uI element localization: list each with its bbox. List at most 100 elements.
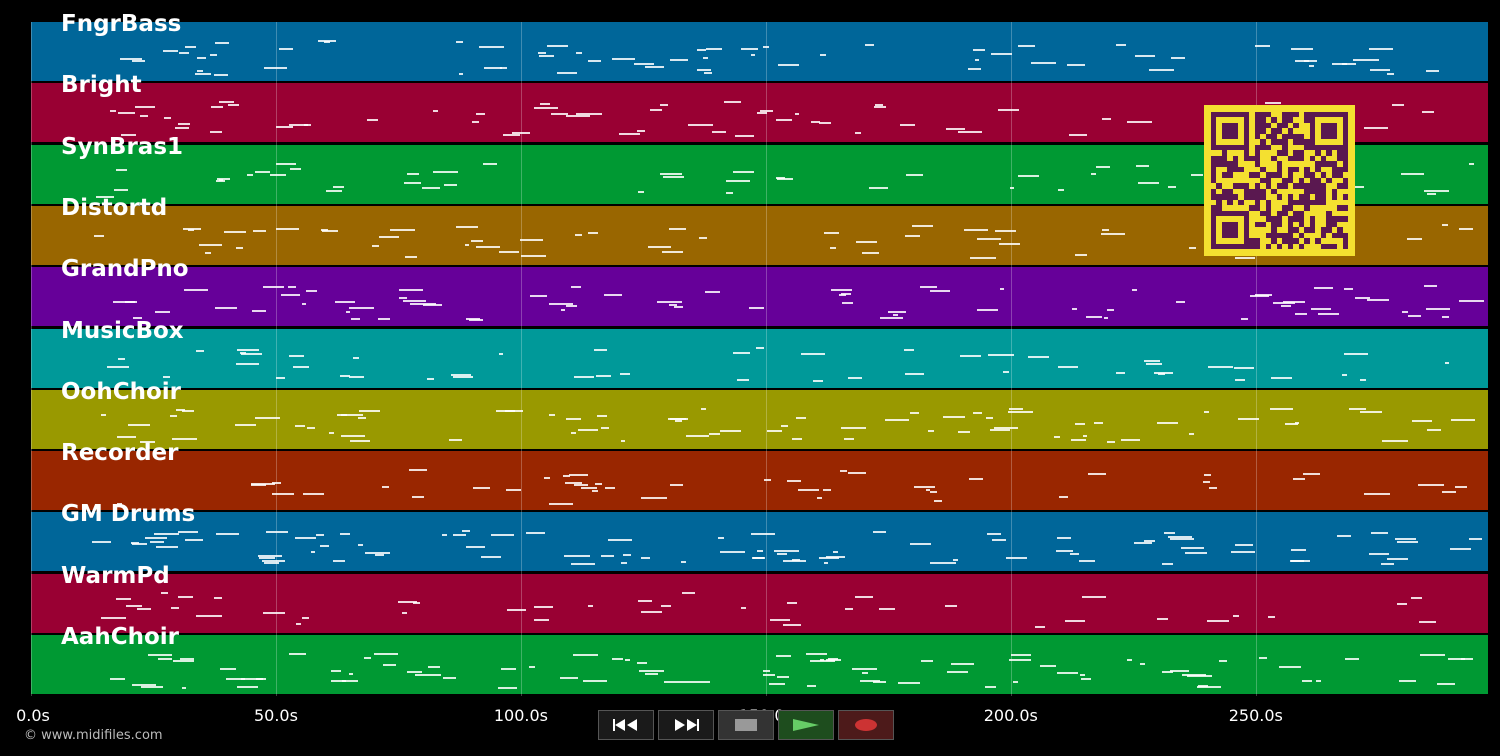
midi-note [342,679,359,682]
qr-module [1211,155,1217,162]
midi-note [763,45,769,48]
midi-note [1132,288,1137,291]
track-lane[interactable] [31,573,1488,633]
midi-note [964,228,989,231]
midi-note [1454,485,1468,488]
midi-note [887,311,906,314]
qr-module [1276,216,1283,222]
midi-note [1054,435,1061,438]
midi-note [702,57,709,60]
midi-note [1331,62,1347,65]
play-button[interactable] [778,710,834,740]
fast-forward-button[interactable] [658,710,714,740]
midi-note [329,432,334,435]
midi-note [96,195,114,198]
midi-note [185,46,197,49]
qr-module [1337,183,1343,189]
track-name: MusicBox [61,317,184,344]
qr-module [1238,243,1244,249]
midi-note [904,235,920,238]
midi-note [786,479,801,482]
qr-module [1315,183,1321,189]
track-lane[interactable] [31,328,1488,388]
midi-note [177,595,193,598]
midi-note [991,53,1012,56]
midi-note [471,240,483,243]
midi-note [1189,432,1195,435]
qr-module [1221,210,1228,217]
rewind-button[interactable] [598,710,654,740]
midi-note [499,66,507,69]
qr-module [1271,172,1277,178]
midi-note [426,378,435,381]
qr-module [1293,122,1299,129]
midi-note [100,617,126,620]
midi-note [1102,229,1110,232]
midi-note [565,115,590,118]
midi-note [184,538,203,541]
midi-note [920,286,938,289]
midi-note [453,376,474,379]
qr-module [1260,112,1266,118]
qr-module [1265,205,1272,211]
qr-module [1326,161,1332,167]
midi-note [251,310,267,313]
track-lane[interactable] [31,635,1488,694]
qr-module [1238,199,1244,206]
midi-note [669,227,687,230]
qr-module [1287,243,1294,249]
qr-module [1211,161,1217,167]
midi-note [1086,316,1103,319]
qr-module [1342,166,1348,173]
midi-note [640,557,651,559]
record-button[interactable] [838,710,894,740]
qr-module [1309,128,1316,134]
midi-note [1011,654,1031,657]
qr-module [1320,172,1327,178]
track-lane[interactable] [31,22,1488,81]
grid-line [31,22,32,696]
qr-module [1282,210,1288,217]
midi-note [288,124,309,127]
midi-note [188,229,195,232]
midi-note [235,247,244,250]
midi-note [339,533,351,536]
track-lane[interactable] [31,267,1488,327]
qr-module [1282,144,1288,151]
qr-module [1254,144,1261,151]
time-tick-label: 0.0s [16,706,50,725]
qr-module [1342,238,1348,244]
qr-module [1265,112,1272,118]
midi-note [1396,602,1407,605]
midi-note [777,675,790,678]
midi-note [413,602,421,605]
track-lane[interactable] [31,389,1488,449]
midi-note [711,130,726,133]
qr-module [1238,166,1244,173]
qr-module [1320,188,1327,195]
midi-note [904,372,925,375]
midi-note [823,562,828,565]
midi-note [120,133,137,136]
midi-note [732,171,754,174]
midi-note [414,673,441,676]
midi-note [1168,535,1193,538]
midi-note [943,416,965,419]
midi-note [992,538,1006,541]
midi-note [241,353,263,356]
midi-note [548,302,573,305]
stop-button[interactable] [718,710,774,740]
midi-note [158,657,173,660]
midi-note [443,676,457,679]
track-lane[interactable] [31,512,1488,572]
midi-note [246,173,253,176]
qr-module [1309,139,1316,145]
midi-note [211,106,224,109]
midi-note [345,310,351,313]
midi-note [1278,665,1301,668]
track-lane[interactable] [31,451,1488,511]
qr-module [1315,238,1321,244]
piano-roll-timeline[interactable]: FngrBass Bright SynBras1 Distortd GrandPno Mu… [31,11,1488,696]
midi-note [1158,372,1166,375]
qr-module [1298,243,1305,249]
